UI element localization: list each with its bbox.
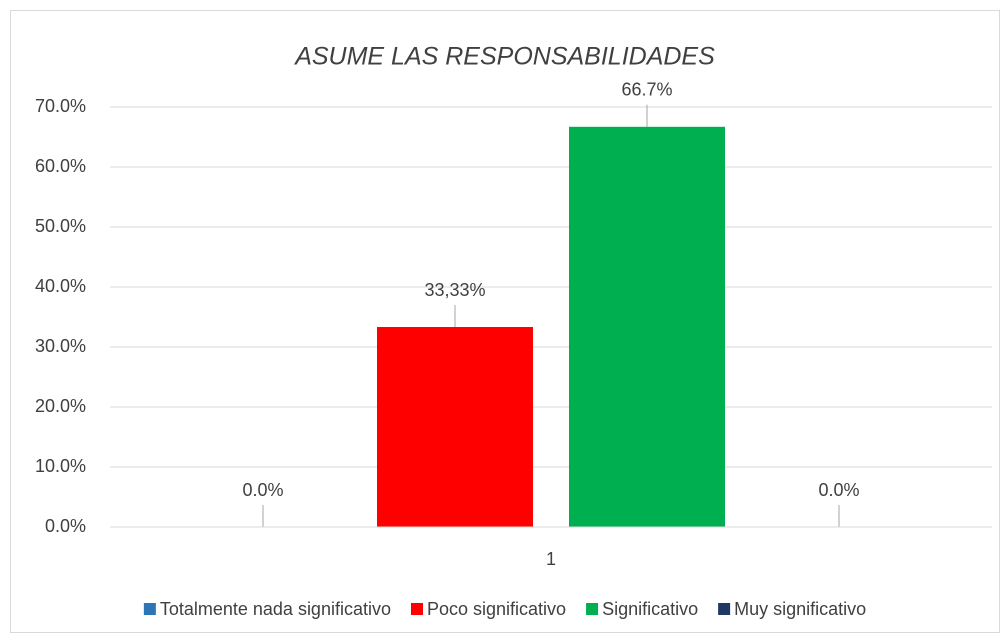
- legend-label: Totalmente nada significativo: [160, 599, 391, 619]
- y-tick-label: 70.0%: [35, 96, 86, 116]
- y-tick-label: 50.0%: [35, 216, 86, 236]
- legend-marker: [143, 603, 156, 615]
- chart-frame: [10, 10, 1000, 633]
- y-tick-label: 0.0%: [45, 516, 86, 536]
- chart-title: ASUME LAS RESPONSABILIDADES: [293, 43, 715, 71]
- legend-label: Poco significativo: [427, 599, 566, 619]
- y-tick-label: 10.0%: [35, 456, 86, 476]
- data-label: 66.7%: [621, 80, 672, 100]
- data-label: 33,33%: [424, 280, 485, 300]
- bar: [569, 126, 725, 528]
- legend-label: Muy significativo: [734, 599, 866, 619]
- legend-marker: [410, 603, 423, 615]
- y-tick-label: 30.0%: [35, 336, 86, 356]
- data-label: 0.0%: [818, 480, 859, 500]
- legend-marker: [718, 603, 731, 615]
- x-tick-label: 1: [546, 549, 556, 569]
- data-label: 0.0%: [242, 480, 283, 500]
- bar: [377, 327, 533, 527]
- y-tick-label: 60.0%: [35, 156, 86, 176]
- y-tick-label: 40.0%: [35, 276, 86, 296]
- legend-marker: [586, 603, 599, 615]
- y-tick-label: 20.0%: [35, 396, 86, 416]
- legend-label: Significativo: [602, 599, 698, 619]
